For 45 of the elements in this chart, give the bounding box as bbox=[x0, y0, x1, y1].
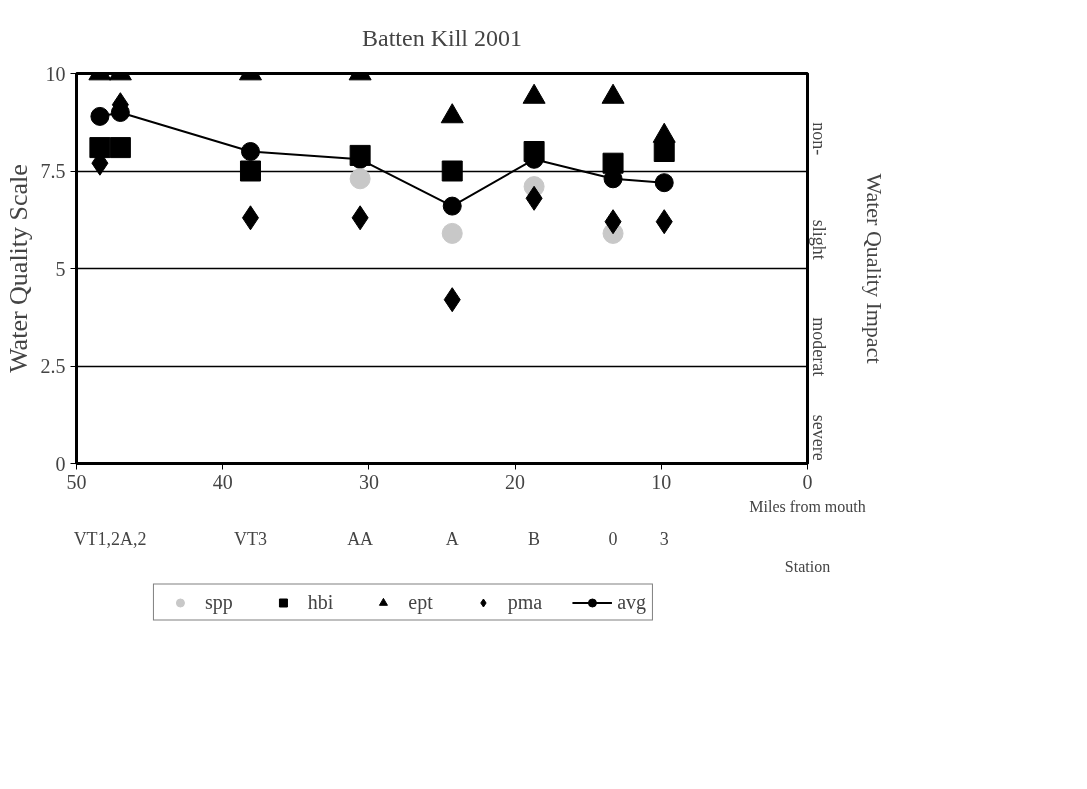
y-tick-label: 5 bbox=[55, 257, 66, 280]
x-tick-label: 10 bbox=[651, 470, 672, 493]
point bbox=[240, 142, 260, 161]
x-tick-label: 30 bbox=[358, 470, 379, 493]
x-tick-label: 0 bbox=[802, 470, 813, 493]
text: severe bbox=[808, 414, 829, 461]
text: moderat bbox=[808, 317, 829, 377]
point bbox=[109, 137, 131, 159]
legend-label: hbi bbox=[307, 590, 334, 614]
point bbox=[441, 222, 463, 244]
y-tick-label: 10 bbox=[45, 62, 66, 85]
text: VT3 bbox=[233, 528, 267, 549]
y-tick-label: 0 bbox=[55, 452, 66, 475]
point bbox=[442, 196, 462, 216]
y-axis-title: Water Quality Scale bbox=[3, 164, 33, 373]
point bbox=[602, 152, 624, 174]
point bbox=[349, 144, 371, 166]
text: non- bbox=[808, 122, 829, 156]
legend-label: pma bbox=[507, 590, 543, 614]
y-tick-label: 2.5 bbox=[40, 355, 66, 377]
x-tick-label: 50 bbox=[66, 470, 87, 493]
text: 3 bbox=[659, 528, 669, 549]
point bbox=[441, 160, 463, 182]
text: slight bbox=[808, 219, 829, 260]
text: Station bbox=[784, 557, 831, 575]
legend-label: avg bbox=[617, 590, 647, 614]
point bbox=[90, 106, 110, 126]
text: 0 bbox=[608, 528, 618, 549]
x-axis-title: Miles from mouth bbox=[749, 497, 866, 515]
point bbox=[523, 141, 545, 162]
point bbox=[349, 168, 371, 190]
text: VT1,2A,2 bbox=[73, 528, 147, 549]
text: AA bbox=[347, 528, 374, 549]
chart-title: Batten Kill 2001 bbox=[362, 25, 522, 51]
y2-axis-title: Water Quality Impact bbox=[861, 173, 887, 364]
legend-label: spp bbox=[204, 590, 233, 614]
point bbox=[239, 160, 261, 182]
legend-label: ept bbox=[408, 590, 433, 614]
y-tick-label: 7.5 bbox=[40, 160, 66, 182]
text: A bbox=[445, 528, 459, 549]
point bbox=[654, 173, 674, 193]
point bbox=[653, 141, 675, 162]
text: B bbox=[528, 528, 541, 549]
x-tick-label: 20 bbox=[505, 470, 526, 493]
x-tick-label: 40 bbox=[212, 470, 233, 493]
